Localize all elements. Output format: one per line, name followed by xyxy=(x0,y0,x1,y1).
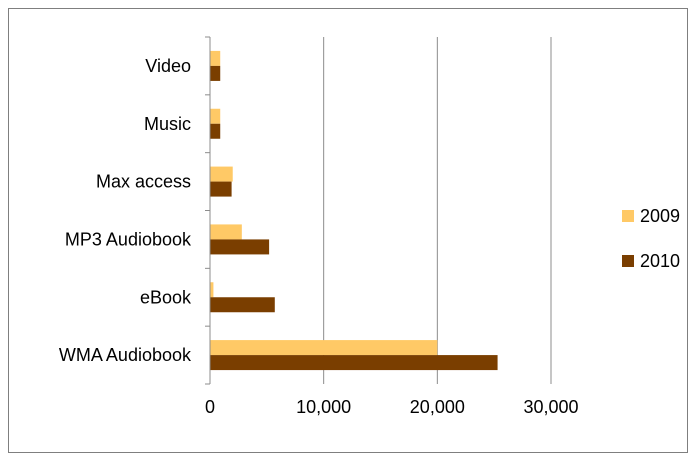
x-tick-label: 30,000 xyxy=(523,397,578,417)
legend-label-2009: 2009 xyxy=(640,206,680,226)
bar-2009-music xyxy=(210,108,221,124)
x-tick-label: 0 xyxy=(205,397,215,417)
legend: 2009 2010 xyxy=(622,206,680,271)
legend-swatch-2009 xyxy=(622,210,634,222)
bar-2010-video xyxy=(210,65,221,81)
bar-2010-mp3-audiobook xyxy=(210,239,270,255)
bar-2009-wma-audiobook xyxy=(210,340,438,356)
category-label: MP3 Audiobook xyxy=(65,229,192,249)
category-label: WMA Audiobook xyxy=(59,345,192,365)
bar-2009-max-access xyxy=(210,166,233,182)
bar-2010-wma-audiobook xyxy=(210,355,498,371)
chart-frame xyxy=(8,8,688,453)
grid-lines xyxy=(323,37,552,384)
bar-2010-max-access xyxy=(210,181,232,197)
category-label: Max access xyxy=(96,172,191,192)
x-tick-label: 10,000 xyxy=(296,397,351,417)
bar-2009-video xyxy=(210,50,221,66)
category-labels: WMA Audiobook eBook MP3 Audiobook Max acces… xyxy=(59,56,192,365)
x-tick-labels: 0 10,000 20,000 30,000 xyxy=(205,397,579,417)
category-label: eBook xyxy=(140,287,192,307)
legend-label-2010: 2010 xyxy=(640,251,680,271)
category-label: Music xyxy=(144,114,191,134)
legend-swatch-2010 xyxy=(622,255,634,267)
bar-2009-mp3-audiobook xyxy=(210,224,242,240)
bar-2009-ebook xyxy=(210,282,214,298)
x-tick-label: 20,000 xyxy=(410,397,465,417)
bar-2010-ebook xyxy=(210,297,275,313)
bars xyxy=(210,50,498,371)
axes xyxy=(205,36,211,385)
category-label: Video xyxy=(145,56,191,76)
bar-2010-music xyxy=(210,123,221,139)
